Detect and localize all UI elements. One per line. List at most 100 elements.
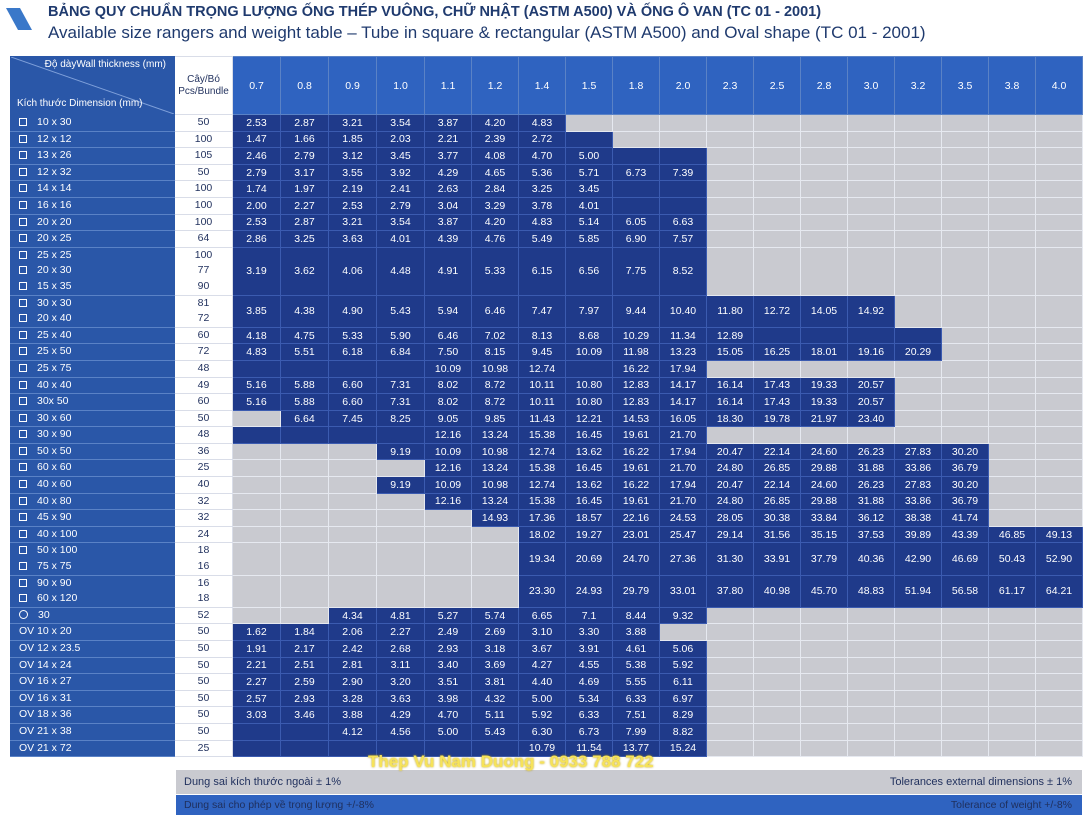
weight-cell: 2.86 (232, 230, 281, 248)
weight-cell (894, 147, 942, 165)
bundle-cell: 50 (174, 706, 233, 724)
weight-cell: 7.1 (565, 606, 613, 625)
weight-cell: 36.12 (847, 509, 895, 527)
weight-cell (706, 359, 754, 378)
weight-cell: 11.80 (706, 294, 754, 328)
weight-cell (988, 246, 1036, 296)
weight-cell: 2.17 (280, 640, 329, 658)
weight-cell: 14.93 (471, 509, 519, 527)
table-row: 16 x 16 100 2.00 2.27 2.53 2.79 3.04 3.29 3.78 4.… (10, 196, 1083, 215)
weight-cell: 8.13 (518, 326, 566, 345)
weight-cell: 15.38 (518, 492, 566, 511)
weight-cell: 12.89 (706, 326, 754, 345)
table-row: OV 16 x 31 50 2.57 2.93 3.28 3.63 3.98 4.32 5.00… (10, 689, 1083, 708)
weight-cell (753, 640, 801, 658)
thickness-header: 3.5 (941, 56, 989, 115)
weight-cell: 2.93 (424, 640, 472, 658)
weight-cell: 23.40 (847, 409, 895, 428)
bundle-cell: 60 (174, 326, 233, 345)
dimension-tolerance-en: Tolerances external dimensions ± 1% (889, 776, 1072, 788)
weight-cell: 3.30 (565, 623, 613, 642)
weight-cell (280, 509, 329, 527)
weight-cell (847, 230, 895, 248)
dimension-text: 30 x 90 (37, 428, 72, 441)
bundle-cell: 50 (174, 673, 233, 691)
weight-cell: 15.24 (659, 739, 707, 758)
table-row: 20 x 20 100 2.53 2.87 3.21 3.54 3.87 4.20 4.83 5.… (10, 213, 1083, 232)
thickness-header: 2.3 (706, 56, 754, 115)
weight-cell (612, 114, 660, 132)
dimension-cell: 25 x 75 (10, 359, 175, 378)
thickness-header: 4.0 (1035, 56, 1083, 115)
weight-cell: 3.85 (232, 294, 281, 328)
dimension-cell: 50 x 50 (10, 442, 175, 461)
weight-cell: 7.31 (376, 393, 425, 411)
square-tube-icon (19, 217, 27, 226)
thickness-header: 2.0 (659, 56, 707, 115)
square-tube-icon (19, 480, 27, 489)
bundle-cell: 25 (174, 459, 233, 478)
thickness-header: 1.8 (612, 56, 660, 115)
weight-cell (800, 326, 848, 345)
bundle-cell: 25 (174, 739, 233, 758)
weight-cell: 4.83 (518, 114, 566, 132)
weight-cell (988, 130, 1036, 149)
weight-cell: 30.20 (941, 442, 989, 461)
weight-cell: 6.33 (565, 706, 613, 724)
weight-cell: 3.12 (328, 147, 377, 165)
weight-cell (800, 739, 848, 758)
weight-cell: 15.38 (518, 459, 566, 478)
square-tube-icon (19, 281, 27, 290)
weight-cell: 5.51 (280, 343, 329, 361)
weight-cell (753, 606, 801, 625)
weight-cell (988, 706, 1036, 724)
weight-cell (894, 213, 942, 232)
weight-cell (232, 442, 281, 461)
weight-cell: 5.27 (424, 606, 472, 625)
weight-cell (988, 147, 1036, 165)
weight-cell: 2.79 (376, 196, 425, 215)
weight-cell: 2.27 (280, 196, 329, 215)
weight-cell: 37.80 (706, 574, 754, 608)
table-row: OV 14 x 24 50 2.21 2.51 2.81 3.11 3.40 3.69 4.27… (10, 656, 1083, 675)
weight-cell (471, 525, 519, 544)
dimension-cell: 60 x 60 (10, 459, 175, 478)
weight-cell (753, 147, 801, 165)
weight-cell (706, 213, 754, 232)
weight-cell (988, 180, 1036, 198)
dimension-cell: OV 14 x 24 (10, 656, 175, 675)
weight-cell: 17.94 (659, 442, 707, 461)
weight-cell: 9.45 (518, 343, 566, 361)
weight-cell: 16.14 (706, 376, 754, 395)
weight-cell: 14.05 (800, 294, 848, 328)
dimension-text: 20 x 30 (37, 264, 72, 277)
table-row: 10 x 30 50 2.53 2.87 3.21 3.54 3.87 4.20 4.83 (10, 114, 1083, 132)
dimension-text: 25 x 75 (37, 361, 72, 374)
weight-cell (800, 722, 848, 741)
weight-cell (1035, 442, 1083, 461)
weight-cell (328, 542, 377, 576)
weight-cell: 10.80 (565, 393, 613, 411)
weight-cell: 43.39 (941, 525, 989, 544)
dimension-cell: 10 x 30 (10, 114, 175, 132)
weight-cell (753, 426, 801, 444)
table-row: 50 x 100 75 x 75 18 16 19.34 20.69 24.70 27.36 3… (10, 542, 1083, 576)
bundle-cell: 50 (174, 114, 233, 132)
weight-cell: 5.36 (518, 163, 566, 182)
weight-cell: 4.08 (471, 147, 519, 165)
weight-cell (753, 213, 801, 232)
dimension-cell: OV 10 x 20 (10, 623, 175, 642)
bundle-count: 72 (197, 312, 210, 325)
weight-cell: 14.17 (659, 376, 707, 395)
dimension-cell: 16 x 16 (10, 196, 175, 215)
weight-cell: 25.47 (659, 525, 707, 544)
weight-cell: 10.09 (424, 476, 472, 494)
weight-cell (894, 409, 942, 428)
weight-cell (894, 426, 942, 444)
weight-cell: 41.74 (941, 509, 989, 527)
weight-cell: 10.09 (565, 343, 613, 361)
weight-cell (800, 196, 848, 215)
table-row: OV 21 x 72 25 10.79 11.54 13.77 15.24 (10, 739, 1083, 758)
weight-cell (424, 525, 472, 544)
weight-cell (847, 706, 895, 724)
